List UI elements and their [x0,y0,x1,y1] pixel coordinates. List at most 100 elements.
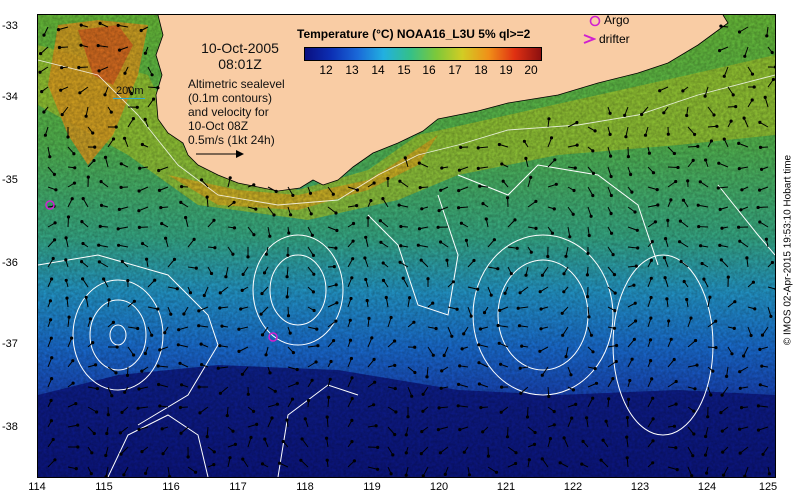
velocity-vector [385,297,389,308]
velocity-vector-head [767,472,772,476]
velocity-vector-head [679,259,683,264]
velocity-vector-head [364,277,368,282]
velocity-vector-head [88,317,93,321]
velocity-vector-head [397,203,401,207]
velocity-vector [420,259,429,268]
velocity-vector [687,145,698,148]
velocity-vector-head [268,371,272,375]
velocity-vector-head [607,397,611,401]
velocity-vector-head [287,231,291,235]
velocity-vector-head [202,293,206,298]
velocity-vector-head [260,292,264,296]
velocity-vector [47,459,56,468]
velocity-vector-head [695,363,699,367]
velocity-vector [627,246,638,249]
velocity-vector-head [663,276,667,280]
velocity-vector-head [515,246,519,250]
velocity-vector-head [420,207,424,211]
velocity-vector-head [753,307,757,311]
velocity-vector-head [299,458,303,462]
velocity-vector-head [440,166,444,170]
velocity-vector-head [685,297,689,302]
velocity-vector-head [218,391,222,395]
velocity-vector-head [682,279,686,284]
velocity-vector [720,259,729,268]
velocity-vector-head [442,353,446,358]
velocity-vector-head [72,152,76,156]
velocity-vector-head [212,463,216,467]
velocity-vector-head [60,66,64,70]
velocity-vector-head [264,353,268,357]
velocity-vector-head [406,415,410,419]
velocity-vector-head [585,416,589,420]
velocity-vector-head [249,435,253,440]
velocity-vector-head [651,417,655,421]
velocity-vector-head [439,188,443,192]
velocity-vector-head [325,458,329,462]
velocity-vector [198,306,209,312]
velocity-vector [487,239,495,248]
velocity-vector-head [312,308,316,313]
velocity-vector-head [516,306,520,310]
velocity-vector-head [478,184,482,188]
velocity-vector-head [692,432,696,436]
velocity-vector-head [738,239,742,243]
velocity-vector-head [77,65,81,70]
velocity-vector-head [760,364,764,368]
velocity-vector-head [156,86,160,90]
velocity-vector-head [137,387,141,391]
velocity-vector-head [225,414,229,418]
velocity-vector-head [182,312,186,316]
velocity-vector-head [157,168,161,173]
velocity-vector-head [393,432,397,437]
velocity-vector-head [697,225,701,229]
credit-text: © IMOS 02-Apr-2015 19:53:10 Hobart time [782,154,794,346]
velocity-vector [518,306,529,309]
velocity-vector-head [421,474,425,477]
velocity-vector-head [726,275,730,279]
velocity-vector-head [640,112,644,117]
velocity-vector-head [464,238,468,242]
velocity-vector-head [760,333,765,337]
timestamp: 10-Oct-2005 08:01Z [190,40,290,72]
velocity-vector-head [123,71,127,75]
lat-tick-label: -34 [2,91,18,103]
velocity-vector [664,277,669,288]
velocity-vector-head [635,228,639,232]
velocity-vector [260,306,269,315]
velocity-vector-head [138,166,142,170]
velocity-vector-head [692,409,696,413]
velocity-vector-head [500,162,504,166]
velocity-vector [47,239,55,248]
velocity-vector-head [689,316,693,320]
velocity-vector-head [609,174,613,179]
velocity-vector-head [538,349,542,353]
velocity-vector-head [693,387,697,391]
velocity-vector [587,306,590,317]
velocity-vector [399,180,409,188]
velocity-vector-head [167,475,172,477]
velocity-vector [707,320,717,328]
velocity-vector-head [570,416,574,420]
velocity-vector-head [496,267,500,271]
velocity-vector-head [48,155,52,159]
velocity-vector-head [648,338,653,342]
velocity-vector [567,122,578,128]
velocity-vector [687,126,695,135]
velocity-vector-head [224,275,228,279]
velocity-vector-head [348,338,353,342]
velocity-vector [301,438,309,448]
colorbar-tick: 16 [422,63,436,77]
velocity-vector-head [126,279,130,283]
velocity-vector [120,446,129,455]
velocity-vector-head [143,351,148,356]
velocity-vector-head [186,455,190,459]
velocity-vector [127,346,135,356]
velocity-vector-head [417,227,422,231]
velocity-vector-head [651,461,655,465]
velocity-vector-head [666,132,670,136]
velocity-vector-head [398,260,402,264]
velocity-vector-head [53,238,57,242]
velocity-vector-head [160,427,164,431]
velocity-vector [47,357,53,368]
